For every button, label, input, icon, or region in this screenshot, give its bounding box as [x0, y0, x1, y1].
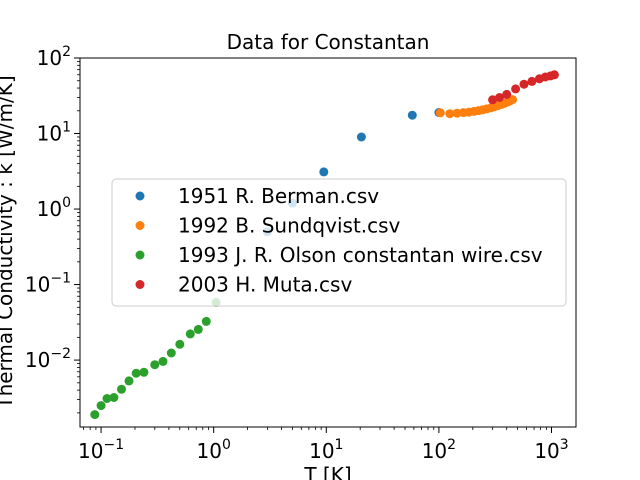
data-point [508, 95, 517, 105]
y-axis-ticks: 10−2 10−1 100 101 102 [25, 44, 80, 414]
y-axis-label: Thermal Conductivity : k [W/m/K] [0, 75, 17, 409]
data-point [549, 70, 559, 80]
y-tick-label: 101 [37, 120, 71, 146]
series-3 [488, 70, 559, 105]
legend-marker [135, 250, 145, 260]
data-point [109, 393, 119, 402]
legend-frame [111, 178, 567, 307]
x-axis-ticks: 10−1 100 101 102 103 [78, 427, 569, 463]
data-point [158, 356, 168, 366]
data-point [201, 316, 211, 326]
data-point [124, 376, 134, 386]
legend-marker [135, 280, 145, 289]
data-point [150, 360, 160, 370]
data-point [511, 84, 521, 94]
data-point [166, 348, 176, 358]
x-tick-label: 10−1 [78, 437, 124, 463]
x-axis-label: T [K] [303, 463, 351, 480]
data-point [356, 132, 366, 142]
data-point [407, 110, 417, 120]
data-point [319, 167, 329, 177]
data-points [90, 70, 559, 420]
data-point [102, 394, 112, 403]
series-1 [435, 95, 517, 119]
y-tick-label: 10−1 [25, 271, 71, 297]
legend-marker [135, 221, 145, 230]
data-point [131, 368, 141, 378]
legend-label: 1993 J. R. Olson constantan wire.csv [178, 243, 543, 267]
x-tick-label: 103 [534, 437, 568, 463]
data-point [185, 329, 195, 339]
legend-label: 1951 R. Berman.csv [178, 184, 379, 208]
x-tick-label: 102 [422, 437, 456, 463]
data-point [117, 384, 126, 394]
data-point [90, 410, 100, 420]
data-point [139, 367, 149, 377]
legend-marker [135, 191, 145, 201]
legend-label: 2003 H. Muta.csv [178, 273, 352, 297]
x-tick-label: 100 [196, 437, 230, 463]
data-point [96, 401, 106, 411]
data-point [445, 109, 455, 119]
data-point [435, 108, 445, 118]
data-point [502, 89, 512, 99]
y-tick-label: 102 [37, 44, 71, 70]
data-point [495, 93, 504, 102]
x-tick-label: 101 [309, 437, 343, 463]
legend-label: 1992 B. Sundqvist.csv [178, 214, 401, 238]
data-point [175, 339, 185, 349]
y-tick-label: 10−2 [25, 346, 71, 372]
legend: 1951 R. Berman.csv 1992 B. Sundqvist.csv 1… [111, 178, 567, 307]
chart-title: Data for Constantan [227, 30, 430, 54]
data-point [519, 79, 529, 89]
data-point [193, 324, 203, 334]
y-tick-label: 100 [37, 195, 71, 221]
axes-frame [79, 57, 577, 428]
data-point [488, 95, 498, 105]
data-point [527, 76, 537, 86]
